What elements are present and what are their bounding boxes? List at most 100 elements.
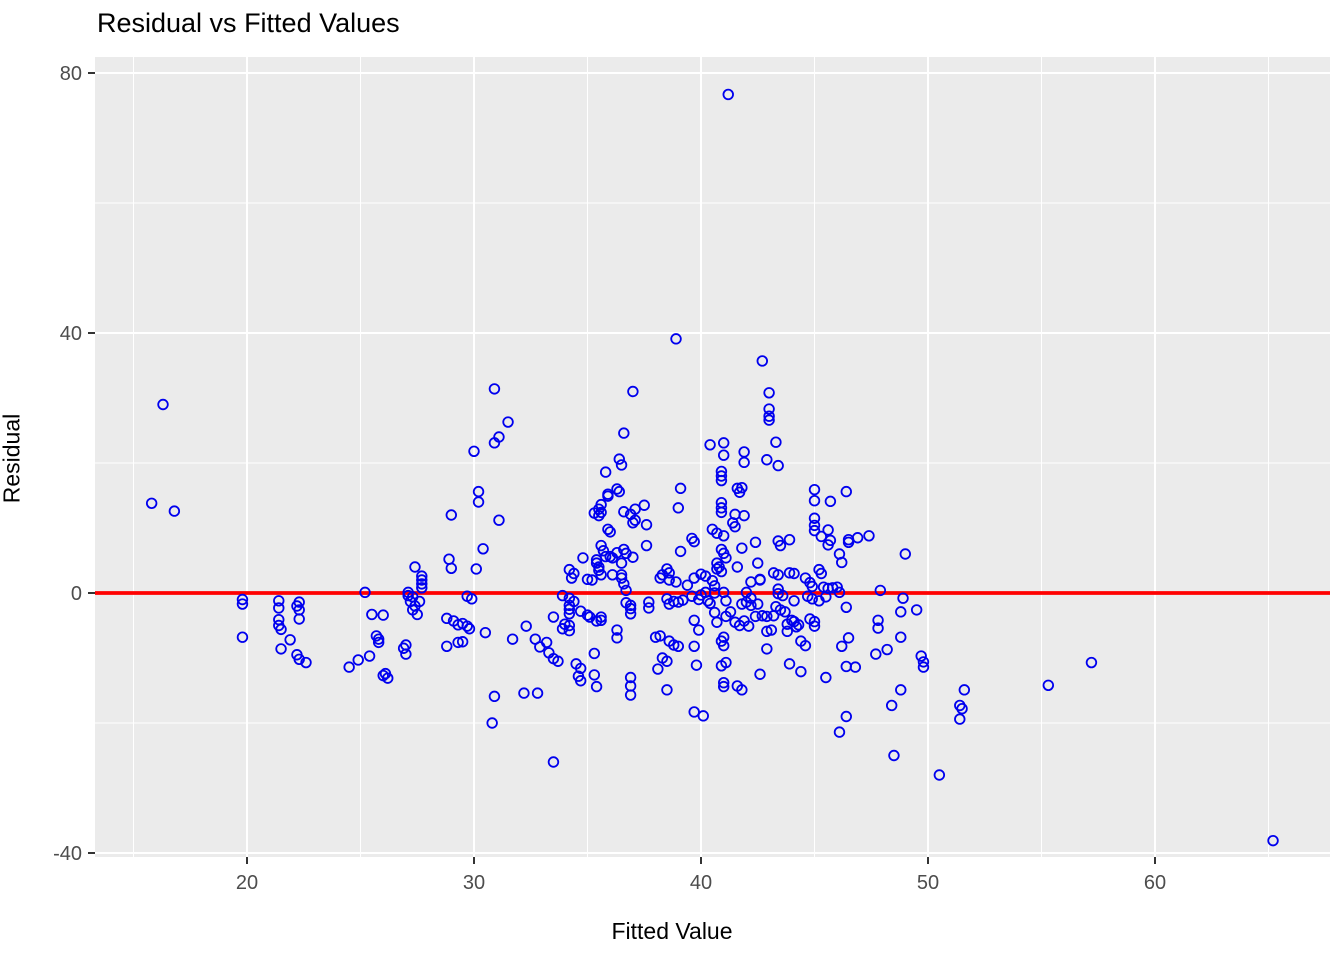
x-tick-label: 40: [690, 872, 712, 894]
data-point: [720, 656, 732, 669]
data-point: [917, 661, 930, 673]
data-point: [618, 427, 630, 439]
data-point: [563, 619, 576, 632]
data-point: [466, 593, 478, 605]
data-point: [849, 661, 862, 673]
data-point: [761, 610, 773, 623]
data-point: [638, 499, 650, 511]
data-point: [674, 482, 687, 495]
data-point: [808, 524, 821, 537]
data-point: [477, 543, 489, 555]
data-point: [808, 519, 821, 532]
data-point: [715, 470, 728, 482]
data-point: [236, 631, 249, 643]
data-point: [599, 466, 612, 478]
data-point: [822, 539, 834, 551]
data-point: [649, 631, 662, 643]
data-point: [540, 636, 553, 649]
data-point: [411, 608, 423, 621]
data-point: [661, 684, 673, 696]
data-point: [343, 661, 355, 673]
data-point: [416, 582, 428, 594]
data-point: [670, 576, 682, 588]
data-point: [777, 589, 789, 602]
data-point: [910, 604, 923, 616]
data-point: [372, 633, 385, 645]
data-point: [763, 387, 775, 399]
data-point: [738, 509, 750, 522]
data-point: [917, 656, 930, 668]
data-point: [640, 539, 653, 552]
data-point: [711, 527, 723, 539]
data-point: [654, 572, 666, 584]
data-point: [820, 591, 832, 603]
data-point: [468, 445, 480, 458]
data-point: [618, 578, 630, 590]
data-point: [781, 618, 793, 630]
data-point: [620, 584, 632, 597]
data-point: [815, 567, 828, 580]
data-point: [1267, 834, 1279, 847]
data-point: [836, 640, 848, 653]
data-point: [502, 416, 514, 428]
data-point: [493, 514, 505, 526]
data-point: [547, 611, 560, 623]
data-point: [486, 717, 498, 729]
data-point: [895, 631, 907, 643]
data-point: [724, 606, 737, 618]
data-point: [822, 524, 834, 536]
data-point: [704, 439, 716, 451]
data-point: [681, 579, 694, 591]
data-point: [761, 643, 773, 655]
data-point: [615, 572, 628, 584]
data-point: [602, 490, 614, 502]
data-point: [831, 581, 843, 593]
data-point: [781, 625, 793, 638]
data-point: [833, 726, 846, 738]
data-point: [574, 675, 587, 687]
y-tick-label: 40: [60, 323, 82, 345]
data-point: [588, 669, 601, 681]
data-point: [599, 550, 612, 563]
data-point: [881, 643, 893, 656]
data-point: [799, 639, 812, 652]
data-point: [577, 552, 589, 564]
data-point: [293, 653, 305, 666]
data-point: [808, 512, 821, 524]
data-point: [720, 595, 732, 607]
data-point: [697, 710, 709, 722]
data-point: [556, 589, 569, 602]
data-point: [668, 639, 680, 651]
y-tick-label: -40: [53, 843, 82, 865]
x-tick-label: 50: [917, 872, 939, 894]
data-point: [300, 656, 312, 669]
data-point: [568, 567, 580, 580]
data-point: [624, 689, 637, 701]
data-point: [672, 640, 685, 653]
data-point: [718, 680, 730, 693]
data-point: [840, 601, 852, 614]
data-point: [895, 606, 907, 618]
data-point: [718, 530, 730, 542]
data-point: [729, 521, 741, 533]
data-point: [745, 599, 757, 612]
data-point: [581, 573, 594, 586]
data-point: [808, 620, 821, 632]
data-point: [772, 459, 784, 472]
data-point: [851, 532, 864, 544]
data-point: [808, 615, 821, 628]
data-point: [788, 595, 800, 607]
data-point: [593, 561, 605, 573]
data-point: [715, 474, 728, 487]
data-point: [463, 623, 476, 635]
data-point: [765, 624, 778, 636]
data-point: [688, 706, 700, 718]
data-point: [715, 506, 728, 519]
data-point: [686, 532, 698, 545]
data-point: [933, 769, 946, 781]
data-point: [284, 634, 296, 646]
data-point: [761, 454, 773, 466]
data-point: [563, 625, 576, 637]
